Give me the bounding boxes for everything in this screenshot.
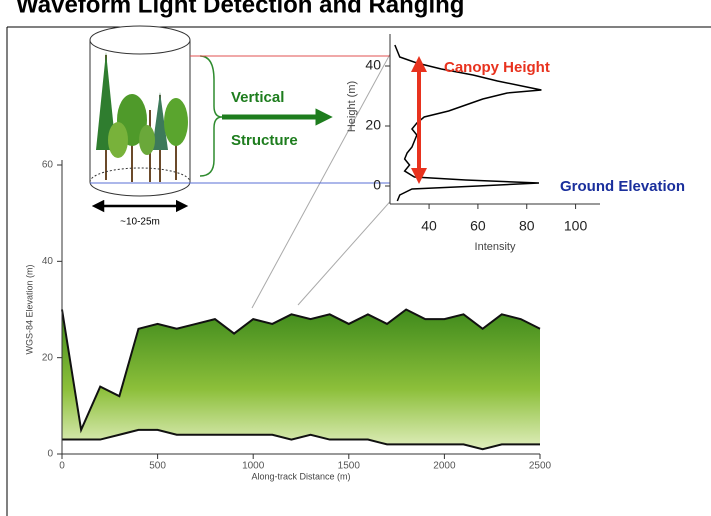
elevation-profile: 0 20 40 60 0 500 1000 1500 2000 2500 Along-track D…	[24, 160, 551, 482]
annotation: Canopy Height	[444, 59, 550, 76]
connector	[297, 195, 396, 306]
y-tick-label: 20	[365, 117, 381, 133]
x-tick-label: 2500	[529, 461, 552, 472]
cylinder-top	[89, 25, 191, 55]
y-tick-label: 40	[42, 256, 54, 267]
area	[62, 309, 540, 454]
tree	[152, 92, 168, 150]
annotation: Vertical	[231, 89, 284, 106]
footprint-illustration: ~10-25m Vertical Structure	[89, 25, 333, 228]
page-title: Waveform Light Detection and Ranging	[16, 0, 464, 18]
y-tick-label: 40	[365, 57, 381, 73]
x-tick-label: 60	[470, 218, 486, 234]
x-tick-label: 2000	[433, 461, 456, 472]
y-tick-label: 0	[47, 449, 53, 460]
tree	[108, 122, 128, 158]
annotation: Ground Elevation	[560, 178, 685, 195]
bracket	[199, 55, 223, 177]
footprint-label: ~10-25m	[120, 217, 160, 228]
x-axis-title: Along-track Distance (m)	[251, 471, 350, 481]
area-outline	[62, 428, 540, 451]
y-tick-label: 60	[42, 160, 54, 171]
cylinder-bottom	[89, 167, 191, 183]
area	[62, 429, 540, 454]
x-tick-label: 100	[564, 218, 588, 234]
y-axis-title: WGS-84 Elevation (m)	[24, 264, 34, 354]
x-tick-label: 1500	[338, 461, 361, 472]
area-outline	[61, 308, 541, 434]
x-tick-label: 1000	[242, 461, 265, 472]
tree	[96, 52, 116, 150]
y-tick-label: 0	[373, 177, 381, 193]
tree	[139, 125, 155, 155]
y-axis-title: Height (m)	[346, 81, 358, 132]
tree	[164, 98, 188, 146]
x-tick-label: 40	[421, 218, 437, 234]
x-tick-label: 80	[519, 218, 535, 234]
connector	[251, 44, 396, 309]
x-tick-label: 0	[59, 461, 65, 472]
y-tick-label: 20	[42, 352, 54, 363]
x-axis-title: Intensity	[475, 241, 516, 253]
x-tick-label: 500	[149, 461, 166, 472]
cylinder-bottom	[89, 181, 191, 197]
annotation: Structure	[231, 132, 298, 149]
